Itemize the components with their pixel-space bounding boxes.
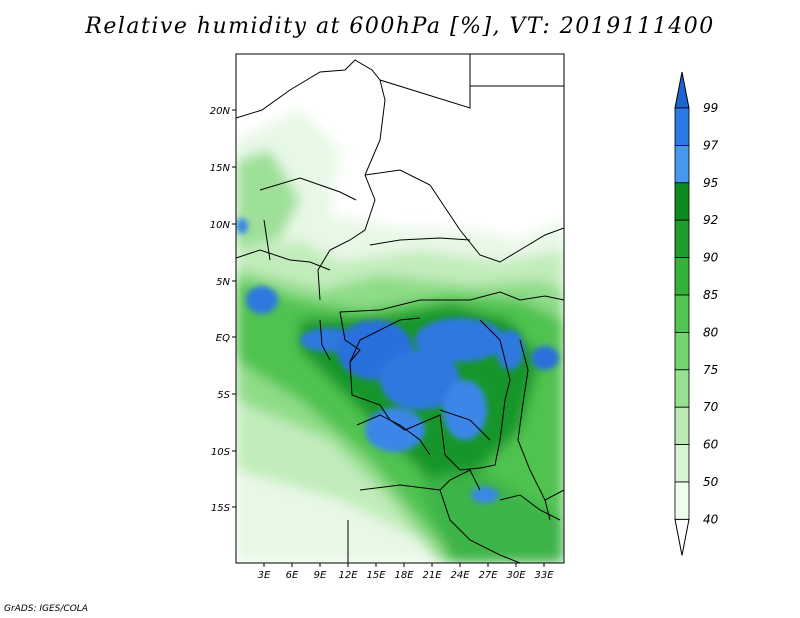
colorbar-arrow-bottom — [674, 518, 690, 556]
longitude-labels: 3E 6E 9E 12E 15E 18E 21E 24E 27E 30E 33E — [258, 570, 555, 581]
lon-label: 33E — [534, 570, 554, 581]
lon-label: 3E — [258, 570, 271, 581]
colorbar-box — [674, 219, 690, 258]
colorbar-box — [674, 406, 690, 446]
lon-label: 21E — [422, 570, 442, 581]
colorbar-label: 85 — [703, 288, 718, 302]
lat-label: 15N — [210, 163, 231, 174]
lon-label: 18E — [394, 570, 414, 581]
lat-label: 10S — [211, 447, 231, 458]
humidity-field — [236, 110, 564, 563]
colorbar-label: 70 — [703, 400, 719, 414]
colorbar-box — [674, 144, 690, 184]
colorbar-box — [674, 481, 690, 520]
colorbar-label: 80 — [703, 325, 719, 339]
lat-label: 5S — [217, 390, 230, 401]
lon-label: 30E — [506, 570, 526, 581]
colorbar-box — [674, 107, 690, 146]
lon-label: 6E — [286, 570, 299, 581]
lon-label: 9E — [314, 570, 327, 581]
colorbar-label: 50 — [703, 475, 719, 489]
colorbar-label: 95 — [703, 176, 718, 190]
colorbar-box — [674, 257, 690, 296]
country-borders — [236, 54, 564, 563]
lon-label: 12E — [338, 570, 358, 581]
colorbar-label: 97 — [703, 138, 719, 152]
lon-label: 15E — [366, 570, 386, 581]
humidity-zone-northwest — [236, 150, 300, 250]
colorbar-box — [674, 331, 690, 371]
colorbar-arrow-top — [674, 71, 690, 109]
colorbar-box — [674, 444, 690, 483]
lat-label: EQ — [216, 333, 230, 344]
map-frame — [235, 53, 565, 564]
colorbar: 99 97 95 92 90 85 80 75 70 60 50 40 — [674, 71, 719, 556]
colorbar-label: 92 — [703, 213, 718, 227]
humidity-zone-south — [420, 470, 564, 563]
colorbar-label: 40 — [703, 512, 719, 526]
lat-label: 20N — [210, 106, 231, 117]
axis-ticks — [232, 109, 545, 567]
chart-title: Relative humidity at 600hPa [%], VT: 201… — [85, 14, 715, 39]
colorbar-label: 75 — [703, 363, 718, 377]
latitude-labels: 20N 15N 10N 5N EQ 5S 10S 15S — [210, 106, 231, 514]
colorbar-box — [674, 182, 690, 221]
lat-label: 5N — [216, 277, 230, 288]
lon-label: 24E — [450, 570, 470, 581]
colorbar-label: 99 — [703, 101, 718, 115]
colorbar-label: 90 — [703, 251, 719, 265]
colorbar-box — [674, 294, 690, 333]
lon-label: 27E — [478, 570, 498, 581]
colorbar-box — [674, 369, 690, 408]
lat-label: 15S — [211, 503, 231, 514]
colorbar-label: 60 — [703, 438, 719, 452]
humidity-blue-patches — [236, 218, 559, 503]
lat-label: 10N — [210, 220, 231, 231]
footer-credit: GrADS: IGES/COLA — [4, 604, 88, 614]
